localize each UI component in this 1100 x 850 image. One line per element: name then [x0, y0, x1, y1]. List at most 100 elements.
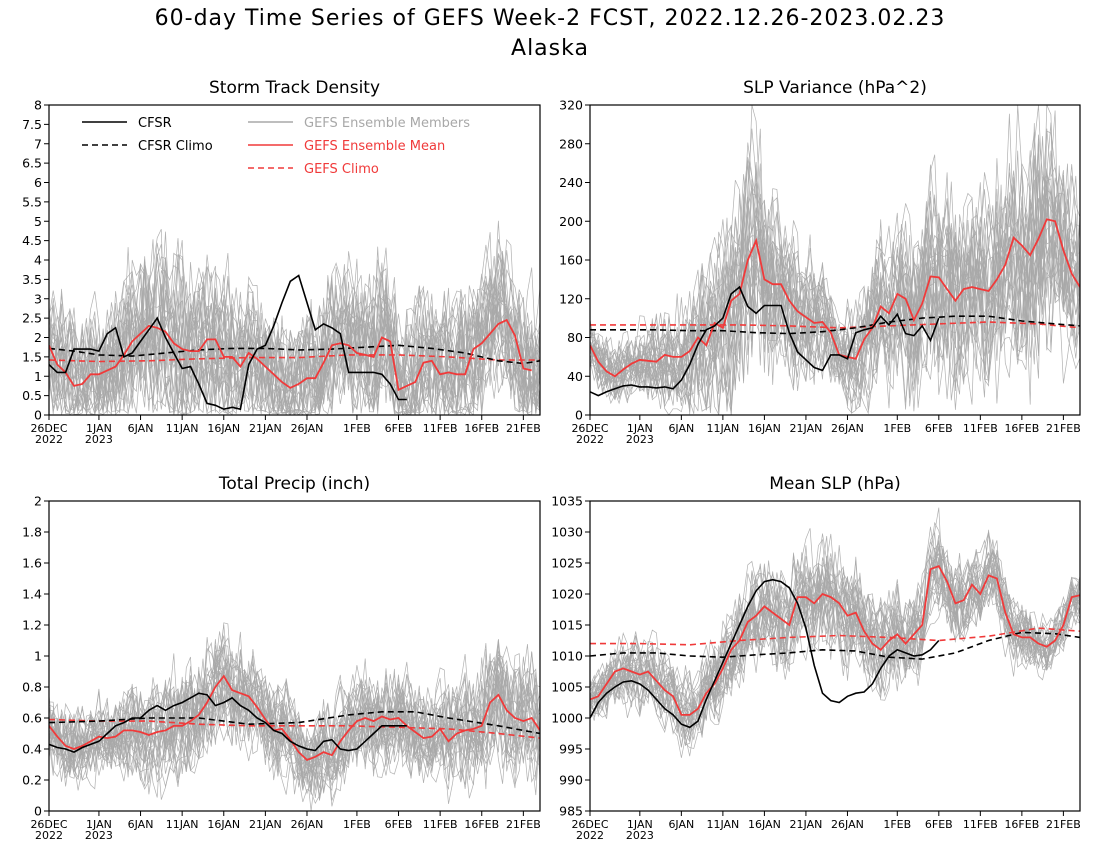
slpvar-x-tick-label: 21JAN — [790, 422, 823, 435]
precip-y-tick-label: 1.8 — [22, 525, 42, 540]
meanslp-ensemble-members — [590, 507, 1080, 758]
precip-x-tick-label: 16FEB — [464, 818, 499, 831]
precip-y-tick-label: 0.8 — [22, 680, 42, 695]
precip-x-tick-label: 11FEB — [423, 818, 458, 831]
page-subtitle: Alaska — [511, 36, 589, 61]
storm-y-tick-label: 6.5 — [22, 156, 42, 171]
meanslp-y-tick-label: 1000 — [551, 711, 583, 726]
slpvar-x-tick-sublabel: 2022 — [576, 433, 604, 446]
slpvar-y-tick-label: 160 — [559, 253, 583, 268]
storm-x-tick-label: 21FEB — [506, 422, 541, 435]
storm-title: Storm Track Density — [209, 78, 380, 98]
slpvar-gefs-climo-line — [590, 321, 1080, 329]
slpvar-x-tick-label: 1JAN — [627, 422, 653, 435]
slpvar-x-tick-sublabel: 2023 — [626, 433, 654, 446]
precip-y-tick-label: 1 — [34, 649, 42, 664]
meanslp-y-tick-label: 995 — [559, 742, 583, 757]
storm-member-line — [49, 247, 540, 415]
storm-x-tick-label: 16FEB — [464, 422, 499, 435]
meanslp-y-tick-label: 1030 — [551, 525, 583, 540]
precip-ensemble-mean-line — [49, 674, 540, 761]
storm-y-tick-label: 5.5 — [22, 194, 42, 209]
storm-x-tick-label: 16JAN — [207, 422, 240, 435]
legend-cfsr-label: CFSR — [138, 116, 172, 131]
meanslp-gefs-climo-line — [590, 627, 1080, 646]
precip-x-tick-label: 21JAN — [249, 818, 282, 831]
slpvar-x-tick-label: 26JAN — [831, 422, 864, 435]
meanslp-y-tick-label: 1015 — [551, 618, 583, 633]
meanslp-frame — [589, 500, 1081, 812]
storm-y-tick-label: 4 — [34, 253, 42, 268]
storm-y-tick-label: 1 — [34, 369, 42, 384]
precip-y-tick-label: 0.2 — [22, 773, 42, 788]
storm-x-tick-label: 26DEC — [30, 422, 67, 435]
slpvar-x-tick-label: 21FEB — [1046, 422, 1081, 435]
meanslp-ensemble-mean-line — [590, 564, 1080, 716]
meanslp-x-tick-label: 6JAN — [668, 818, 694, 831]
legend-gefs-climo-label: GEFS Climo — [304, 162, 379, 177]
meanslp-x-tick-label: 26JAN — [831, 818, 864, 831]
storm-member-line — [49, 229, 540, 414]
precip-x-tick-label: 6JAN — [128, 818, 154, 831]
storm-y-tick-label: 2 — [34, 330, 42, 345]
meanslp-member-line — [590, 540, 1080, 741]
slpvar-title: SLP Variance (hPa^2) — [743, 78, 927, 98]
meanslp-x-tick-label: 26DEC — [571, 818, 608, 831]
meanslp-x-tick-label: 21FEB — [1046, 818, 1081, 831]
meanslp-y-tick-label: 1005 — [551, 680, 583, 695]
precip-x-tick-sublabel: 2023 — [85, 829, 113, 842]
storm-x-tick-sublabel: 2023 — [85, 433, 113, 446]
storm-x-tick-label: 6JAN — [128, 422, 154, 435]
slpvar-member-line — [590, 175, 1080, 408]
meanslp-title: Mean SLP (hPa) — [769, 474, 901, 494]
storm-y-tick-label: 0.5 — [22, 388, 42, 403]
storm-ensemble-mean-line — [49, 318, 532, 392]
storm-cfsr-line — [49, 274, 407, 411]
slpvar-x-tick-label: 11JAN — [706, 422, 739, 435]
storm-x-tick-sublabel: 2022 — [35, 433, 63, 446]
slpvar-y-tick-label: 240 — [559, 175, 583, 190]
precip-x-tick-label: 11JAN — [166, 818, 199, 831]
storm-member-line — [49, 250, 540, 415]
slpvar-x-tick-label: 1FEB — [883, 422, 911, 435]
precip-cfsr-line — [49, 692, 407, 753]
storm-member-line — [49, 268, 540, 415]
page-title: 60-day Time Series of GEFS Week-2 FCST, … — [154, 6, 946, 31]
storm-x-tick-label: 11FEB — [423, 422, 458, 435]
meanslp-x-tick-label: 16JAN — [748, 818, 781, 831]
slpvar-y-tick-label: 280 — [559, 136, 583, 151]
meanslp-x-tick-label: 11JAN — [706, 818, 739, 831]
meanslp-y-tick-label: 985 — [559, 804, 583, 819]
meanslp-x-tick-label: 1JAN — [627, 818, 653, 831]
precip-y-tick-label: 0 — [34, 804, 42, 819]
storm-member-line — [49, 244, 540, 415]
precip-title: Total Precip (inch) — [218, 474, 370, 494]
storm-x-tick-label: 11JAN — [166, 422, 199, 435]
storm-y-tick-label: 7.5 — [22, 117, 42, 132]
meanslp-member-line — [590, 541, 1080, 743]
storm-y-tick-label: 5 — [34, 214, 42, 229]
meanslp-x-tick-sublabel: 2023 — [626, 829, 654, 842]
slpvar-panel: SLP Variance (hPa^2) 0 40 80 120 160 200 240 280… — [559, 78, 1081, 446]
slpvar-y-tick-label: 40 — [567, 369, 583, 384]
precip-y-tick-label: 1.6 — [22, 556, 42, 571]
meanslp-x-tick-label: 16FEB — [1004, 818, 1039, 831]
slpvar-y-tick-label: 120 — [559, 291, 583, 306]
meanslp-cfsr-line — [590, 578, 940, 729]
storm-y-tick-label: 2.5 — [22, 311, 42, 326]
precip-x-tick-label: 1FEB — [343, 818, 371, 831]
storm-y-tick-label: 3.5 — [22, 272, 42, 287]
meanslp-x-tick-label: 21JAN — [790, 818, 823, 831]
meanslp-member-line — [590, 552, 1080, 738]
storm-y-tick-label: 6 — [34, 175, 42, 190]
precip-ensemble-members — [49, 622, 540, 811]
slpvar-y-tick-label: 320 — [559, 98, 583, 113]
legend-members-label: GEFS Ensemble Members — [304, 116, 470, 131]
precip-y-tick-label: 0.4 — [22, 742, 42, 757]
legend-cfsr-climo-label: CFSR Climo — [138, 139, 213, 154]
slpvar-x-tick-label: 26DEC — [571, 422, 608, 435]
precip-x-tick-label: 1JAN — [86, 818, 112, 831]
precip-x-tick-sublabel: 2022 — [35, 829, 63, 842]
slpvar-x-tick-label: 6FEB — [925, 422, 953, 435]
